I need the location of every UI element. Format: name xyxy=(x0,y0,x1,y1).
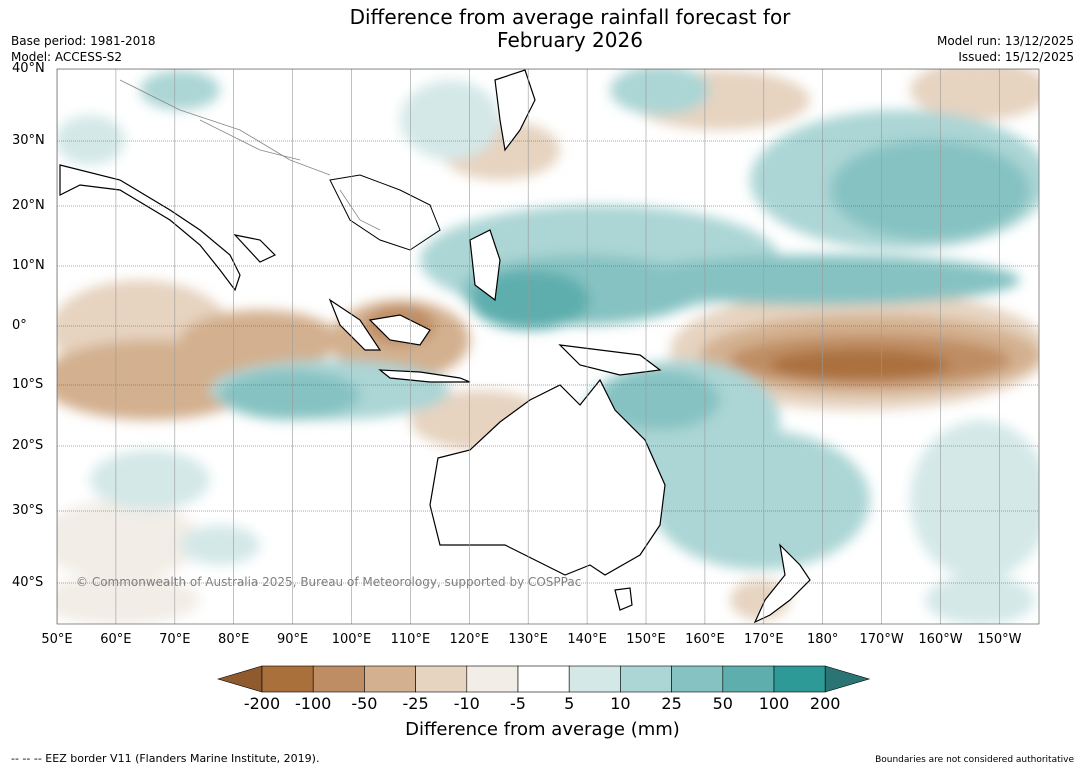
copyright-notice: © Commonwealth of Australia 2025, Bureau… xyxy=(76,575,582,589)
colorbar-swatch xyxy=(568,665,621,693)
longitude-label: 80°E xyxy=(218,632,250,647)
latitude-label: 10°S xyxy=(12,377,44,392)
eez-border-note: -- -- -- EEZ border V11 (Flanders Marine… xyxy=(11,752,320,765)
colorbar-tick-label: -25 xyxy=(402,694,429,713)
latitude-label: 20°N xyxy=(12,198,45,213)
tasmania-outline xyxy=(614,587,633,611)
model-name: Model: ACCESS-S2 xyxy=(11,50,123,64)
latitude-label: 30°S xyxy=(12,503,44,518)
colorbar-tick-label: -200 xyxy=(243,694,281,713)
colorbar-tick-label: 200 xyxy=(809,694,841,713)
colorbar-swatch xyxy=(722,665,775,693)
model-run: Model run: 13/12/2025 xyxy=(936,34,1074,48)
base-period: Base period: 1981-2018 xyxy=(11,34,156,48)
southeast-asia-outline xyxy=(329,174,441,251)
coastlines xyxy=(59,69,811,624)
colorbar-swatch xyxy=(671,665,724,693)
india-outline xyxy=(233,234,277,263)
country-borders xyxy=(119,79,381,231)
longitude-label: 50°E xyxy=(41,632,73,647)
colorbar-swatch xyxy=(312,665,365,693)
longitude-label: 130°E xyxy=(508,632,548,647)
longitude-label: 140°E xyxy=(567,632,607,647)
title-line-1: Difference from average rainfall forecas… xyxy=(349,5,791,29)
latitude-label: 20°S xyxy=(12,438,44,453)
colorbar-swatch xyxy=(517,665,570,693)
colorbar-tick-label: -50 xyxy=(351,694,378,713)
colorbar-label: Difference from average (mm) xyxy=(405,719,680,740)
longitude-label: 160°E xyxy=(685,632,725,647)
colorbar-swatch xyxy=(364,665,416,693)
colorbar-tick-label: 50 xyxy=(712,694,733,713)
colorbar-swatch xyxy=(466,665,519,693)
longitude-label: 170°E xyxy=(744,632,784,647)
colorbar xyxy=(216,665,871,693)
colorbar-swatch xyxy=(261,665,314,693)
longitude-label: 100°E xyxy=(331,632,372,647)
longitude-label: 160°W xyxy=(918,632,963,647)
borneo-outline xyxy=(368,314,431,346)
australia-outline xyxy=(429,378,666,576)
longitude-label: 180° xyxy=(807,632,839,647)
colorbar-swatch xyxy=(415,665,468,693)
longitude-label: 170°W xyxy=(859,632,904,647)
longitude-label: 70°E xyxy=(159,632,191,647)
graticule xyxy=(57,69,1039,624)
boundaries-disclaimer: Boundaries are not considered authoritat… xyxy=(875,755,1074,765)
colorbar-extend-low xyxy=(216,665,263,693)
colorbar-tick-label: 10 xyxy=(610,694,631,713)
colorbar-tick-label: -5 xyxy=(510,694,526,713)
new-guinea-outline xyxy=(558,344,662,376)
map-title: Difference from average rainfall forecas… xyxy=(270,6,870,52)
java-outline xyxy=(378,369,471,383)
colorbar-tick-label: 25 xyxy=(661,694,682,713)
japan-outline xyxy=(494,69,536,152)
colorbar-tick-label: -100 xyxy=(295,694,332,713)
colorbar-extend-high xyxy=(824,665,871,693)
sumatra-outline xyxy=(328,298,382,351)
latitude-label: 40°N xyxy=(12,61,45,76)
colorbar-swatch xyxy=(620,665,672,693)
philippines-outline xyxy=(469,229,501,302)
latitude-label: 40°S xyxy=(12,575,44,590)
colorbar-tick-label: 100 xyxy=(758,694,790,713)
meta-left: Base period: 1981-2018 Model: ACCESS-S2 xyxy=(11,33,156,65)
issued-date: Issued: 15/12/2025 xyxy=(958,50,1074,64)
latitude-label: 0° xyxy=(12,318,27,333)
latitude-label: 10°N xyxy=(12,258,45,273)
longitude-label: 60°E xyxy=(100,632,132,647)
latitude-label: 30°N xyxy=(12,133,45,148)
colorbar-tick-label: 5 xyxy=(564,694,575,713)
title-line-2: February 2026 xyxy=(497,28,643,52)
longitude-label: 150°E xyxy=(626,632,666,647)
map-frame xyxy=(56,68,1040,625)
longitude-label: 90°E xyxy=(276,632,309,647)
longitude-label: 150°W xyxy=(977,632,1022,647)
longitude-label: 110°E xyxy=(390,632,431,647)
new-zealand-outline xyxy=(753,543,811,624)
colorbar-tick-label: -10 xyxy=(453,694,480,713)
longitude-label: 120°E xyxy=(449,632,490,647)
meta-right: Model run: 13/12/2025 Issued: 15/12/2025 xyxy=(937,33,1074,65)
colorbar-swatch xyxy=(773,665,826,693)
